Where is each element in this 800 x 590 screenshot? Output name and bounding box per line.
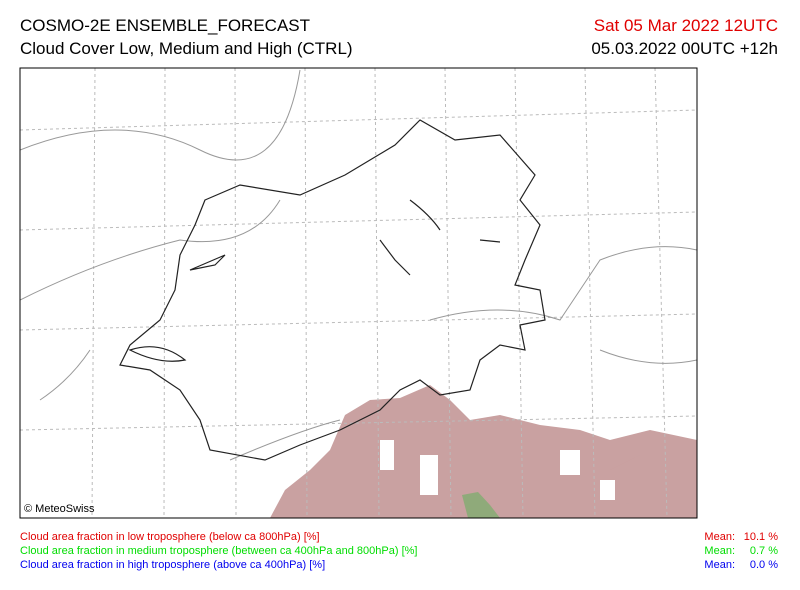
mean-value: 0.7 % bbox=[750, 545, 778, 557]
legend-label: Cloud area fraction in high troposphere … bbox=[20, 559, 325, 571]
mean-label: Mean: bbox=[704, 545, 735, 557]
lakes bbox=[128, 199, 501, 362]
regions bbox=[20, 69, 697, 461]
run-time: 05.03.2022 00UTC +12h bbox=[591, 39, 778, 58]
country-border bbox=[119, 119, 546, 461]
grid bbox=[20, 68, 697, 518]
mean-label: Mean: bbox=[704, 531, 735, 543]
credit: © MeteoSwiss bbox=[24, 503, 95, 515]
mean-value: 10.1 % bbox=[744, 531, 778, 543]
cloud-area bbox=[270, 385, 697, 518]
legend: Cloud area fraction in low troposphere (… bbox=[20, 531, 778, 571]
medium-cloud bbox=[462, 492, 500, 518]
subtitle: Cloud Cover Low, Medium and High (CTRL) bbox=[20, 39, 353, 58]
map: © MeteoSwiss bbox=[19, 67, 698, 519]
mean-label: Mean: bbox=[704, 559, 735, 571]
title: COSMO-2E ENSEMBLE_FORECAST bbox=[20, 16, 310, 35]
mean-value: 0.0 % bbox=[750, 559, 778, 571]
map-frame bbox=[19, 67, 698, 519]
valid-time: Sat 05 Mar 2022 12UTC bbox=[594, 16, 778, 35]
legend-label: Cloud area fraction in medium tropospher… bbox=[20, 545, 417, 557]
legend-label: Cloud area fraction in low troposphere (… bbox=[20, 531, 320, 543]
